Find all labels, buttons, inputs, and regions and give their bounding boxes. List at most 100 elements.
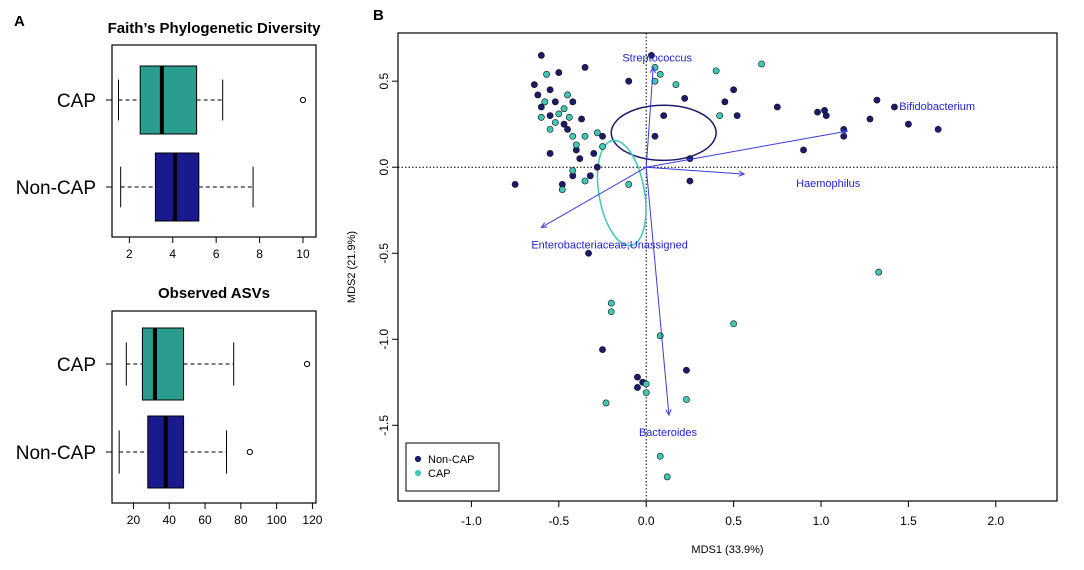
vector-arrowhead bbox=[841, 128, 849, 136]
non-cap-point bbox=[546, 112, 554, 119]
loading-vector bbox=[645, 167, 670, 416]
non-cap-point bbox=[546, 86, 554, 94]
non-cap-point bbox=[634, 373, 641, 381]
vector-arrowhead bbox=[649, 66, 656, 74]
vector-label: Enterobacteriaceae;Unassigned bbox=[531, 239, 688, 251]
non-cap-point bbox=[773, 103, 781, 111]
vector-label: Bifidobacterium bbox=[899, 101, 975, 113]
x-tick-label: 20 bbox=[127, 513, 141, 527]
y-tick-label: -1.5 bbox=[377, 415, 391, 436]
confidence-ellipse bbox=[610, 104, 717, 162]
x-tick-label: 8 bbox=[256, 247, 263, 261]
cap-point bbox=[560, 105, 568, 113]
non-cap-point bbox=[586, 172, 594, 180]
x-tick-label: 4 bbox=[169, 247, 176, 261]
cap-point bbox=[758, 60, 765, 68]
y-tick-label: -0.5 bbox=[377, 243, 391, 264]
non-cap-point bbox=[551, 98, 559, 106]
non-cap-point bbox=[934, 125, 942, 133]
cap-point bbox=[663, 473, 671, 481]
box-title: Observed ASVs bbox=[158, 285, 270, 302]
non-cap-point bbox=[721, 98, 729, 106]
mds-biplot: -1.0 -0.5 0.0 0.5 1.0 1.5 2.0 0.5 0.0 -0.5 -1.0 -1.… bbox=[346, 32, 1058, 556]
x-tick-label: 80 bbox=[234, 513, 248, 527]
cap-point bbox=[569, 167, 577, 175]
group-label: Non-CAP bbox=[16, 178, 96, 199]
legend-label: CAP bbox=[428, 468, 451, 480]
cap-point bbox=[625, 181, 633, 188]
cap-point bbox=[683, 396, 690, 403]
cap-point bbox=[572, 141, 580, 149]
non-cap-point bbox=[683, 366, 690, 374]
vector-arrowhead bbox=[540, 222, 548, 228]
cap-point bbox=[672, 81, 680, 89]
non-cap-point bbox=[814, 108, 821, 116]
loading-vector bbox=[646, 166, 745, 175]
vector-label: Bacteroides bbox=[639, 427, 698, 439]
non-cap-point bbox=[625, 77, 633, 85]
cap-point bbox=[656, 452, 664, 460]
y-tick-label: 0.5 bbox=[377, 73, 391, 90]
outlier-point bbox=[299, 96, 307, 104]
panel-b-letter: B bbox=[373, 7, 384, 24]
non-cap-point bbox=[822, 112, 830, 119]
cap-point bbox=[551, 119, 559, 126]
non-cap-point bbox=[686, 177, 694, 185]
non-cap-point bbox=[800, 146, 807, 154]
non-cap-point bbox=[560, 120, 568, 128]
x-tick-label: 40 bbox=[163, 513, 177, 527]
non-cap-point bbox=[905, 120, 912, 128]
legend-marker bbox=[414, 455, 422, 463]
cap-point bbox=[607, 308, 615, 316]
x-tick-label: 100 bbox=[267, 513, 287, 527]
iqr-box bbox=[154, 152, 200, 222]
cap-point bbox=[543, 70, 550, 78]
outlier-point bbox=[303, 360, 311, 368]
outlier-point bbox=[246, 448, 253, 456]
x-tick-label: -0.5 bbox=[548, 514, 569, 528]
faith-pd-boxplot: Faith’s Phylogenetic Diversity 2 4 6 8 10 CAP N… bbox=[16, 20, 321, 261]
plot-frame bbox=[111, 310, 317, 504]
cap-point bbox=[555, 110, 563, 118]
non-cap-point bbox=[569, 98, 577, 106]
x-tick-label: 1.5 bbox=[900, 514, 917, 528]
group-label: CAP bbox=[57, 355, 96, 376]
cap-point bbox=[546, 125, 554, 133]
cap-point bbox=[602, 399, 610, 407]
panel-a-letter: A bbox=[14, 13, 25, 30]
vector-label: Streptococcus bbox=[622, 52, 692, 64]
cap-point bbox=[656, 70, 664, 78]
cap-point bbox=[558, 186, 566, 193]
x-tick-label: 10 bbox=[296, 247, 310, 261]
non-cap-point bbox=[564, 125, 571, 133]
non-cap-point bbox=[599, 132, 606, 140]
non-cap-point bbox=[537, 51, 545, 59]
cap-point bbox=[593, 129, 601, 137]
non-cap-point bbox=[730, 86, 738, 94]
vector-arrowhead bbox=[738, 170, 746, 177]
cap-point bbox=[581, 177, 589, 185]
cap-point bbox=[716, 112, 724, 119]
non-cap-point bbox=[733, 112, 741, 119]
cap-point bbox=[712, 67, 720, 75]
cap-point bbox=[730, 320, 738, 328]
non-cap-point bbox=[585, 249, 592, 257]
non-cap-point bbox=[511, 181, 519, 188]
non-cap-point bbox=[546, 150, 554, 157]
box-title: Faith’s Phylogenetic Diversity bbox=[108, 20, 321, 37]
non-cap-point bbox=[891, 103, 898, 111]
non-cap-point bbox=[581, 64, 589, 71]
loading-vector bbox=[646, 130, 848, 168]
legend-box bbox=[405, 442, 500, 492]
plot-frame bbox=[397, 32, 1058, 502]
x-tick-label: 1.0 bbox=[813, 514, 830, 528]
non-cap-point bbox=[578, 115, 585, 123]
x-tick-label: 0.5 bbox=[725, 514, 742, 528]
iqr-box bbox=[141, 327, 185, 401]
x-tick-label: 2.0 bbox=[987, 514, 1004, 528]
non-cap-point bbox=[866, 115, 874, 123]
cap-point bbox=[564, 91, 571, 99]
non-cap-point bbox=[593, 163, 601, 171]
non-cap-point bbox=[648, 51, 655, 59]
